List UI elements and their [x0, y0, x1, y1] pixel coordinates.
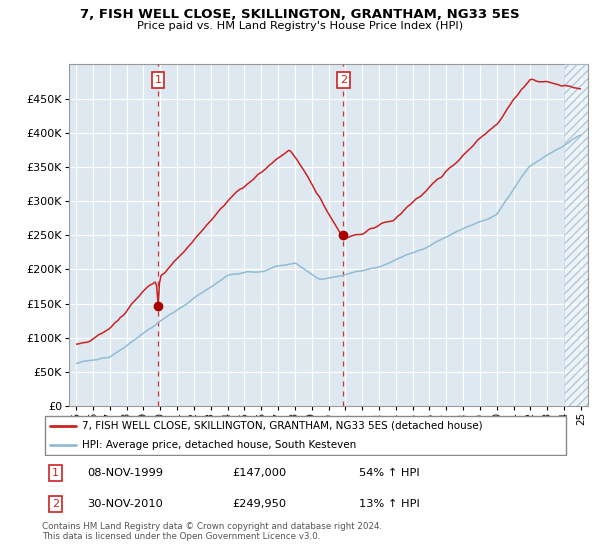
Text: HPI: Average price, detached house, South Kesteven: HPI: Average price, detached house, Sout… — [82, 440, 356, 450]
Text: 08-NOV-1999: 08-NOV-1999 — [87, 468, 163, 478]
Bar — [564, 64, 588, 406]
FancyBboxPatch shape — [44, 416, 566, 455]
Text: Price paid vs. HM Land Registry's House Price Index (HPI): Price paid vs. HM Land Registry's House … — [137, 21, 463, 31]
Text: £147,000: £147,000 — [232, 468, 286, 478]
Text: £249,950: £249,950 — [232, 499, 286, 509]
Text: 13% ↑ HPI: 13% ↑ HPI — [359, 499, 419, 509]
Text: 2: 2 — [340, 75, 347, 85]
Text: 1: 1 — [52, 468, 59, 478]
Text: 7, FISH WELL CLOSE, SKILLINGTON, GRANTHAM, NG33 5ES: 7, FISH WELL CLOSE, SKILLINGTON, GRANTHA… — [80, 8, 520, 21]
Text: 30-NOV-2010: 30-NOV-2010 — [87, 499, 163, 509]
Text: 54% ↑ HPI: 54% ↑ HPI — [359, 468, 419, 478]
Text: 7, FISH WELL CLOSE, SKILLINGTON, GRANTHAM, NG33 5ES (detached house): 7, FISH WELL CLOSE, SKILLINGTON, GRANTHA… — [82, 421, 482, 431]
Text: Contains HM Land Registry data © Crown copyright and database right 2024.
This d: Contains HM Land Registry data © Crown c… — [42, 522, 382, 542]
Text: 2: 2 — [52, 499, 59, 509]
Text: 1: 1 — [155, 75, 161, 85]
